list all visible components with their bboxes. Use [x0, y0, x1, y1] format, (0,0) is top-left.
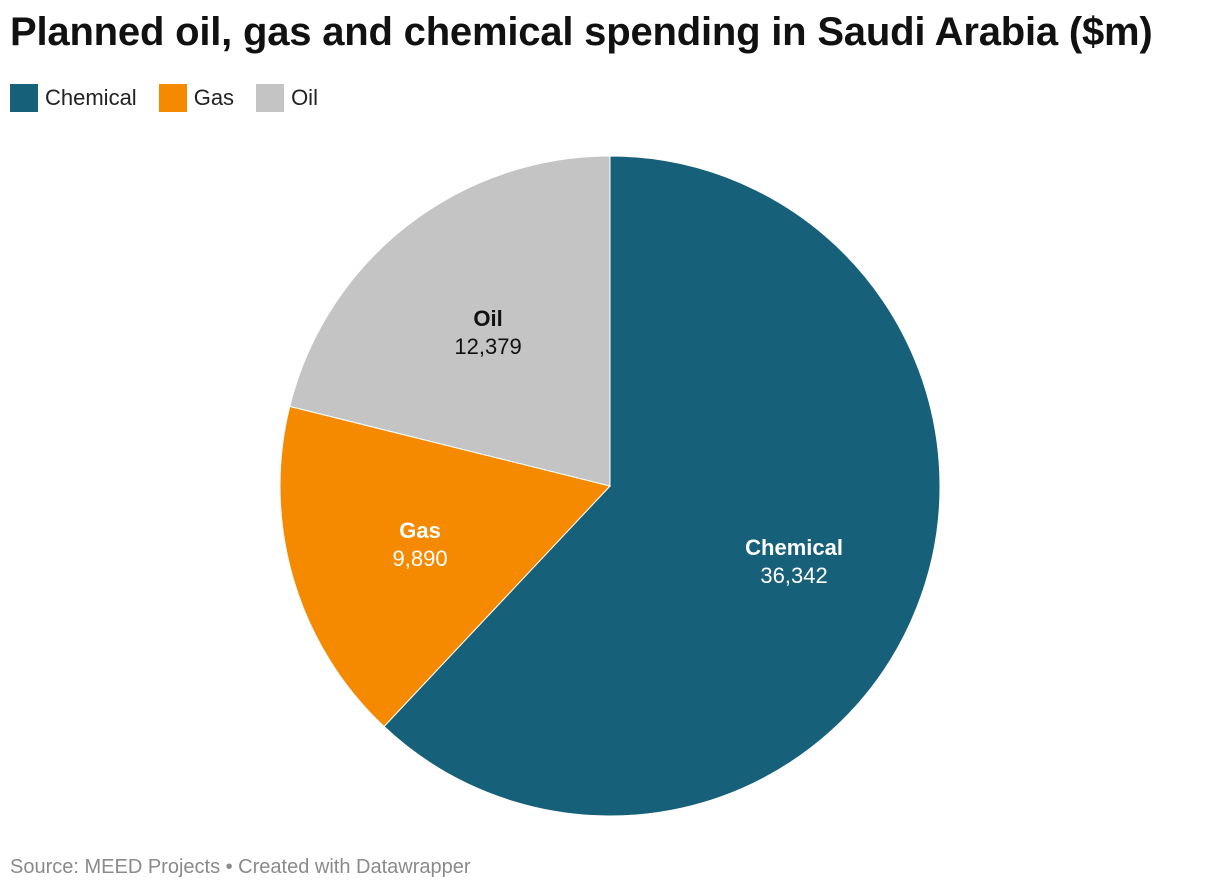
- slice-label-name-chemical: Chemical: [745, 535, 843, 560]
- pie-slices: [279, 155, 941, 817]
- legend-label-oil: Oil: [291, 85, 318, 110]
- legend-swatch-chemical: [10, 84, 38, 112]
- legend-label-gas: Gas: [193, 85, 235, 110]
- chart-title: Planned oil, gas and chemical spending i…: [10, 10, 1153, 54]
- slice-label-value-oil: 12,379: [454, 334, 521, 359]
- legend-item-gas: Gas: [158, 84, 235, 112]
- slice-label-name-gas: Gas: [399, 518, 441, 543]
- legend: Chemical Gas Oil: [10, 84, 340, 112]
- pie-slice-oil: [289, 155, 611, 487]
- pie-labels: Chemical 36,342 Gas 9,890 Oil 12,379: [393, 306, 843, 588]
- legend-label-chemical: Chemical: [45, 85, 137, 110]
- legend-swatch-gas: [158, 84, 187, 112]
- pie-slice-chemical: [383, 155, 941, 817]
- source-note: Source: MEED Projects • Created with Dat…: [10, 856, 471, 878]
- slice-label-name-oil: Oil: [473, 306, 502, 331]
- legend-swatch-oil: [256, 84, 285, 112]
- slice-label-value-chemical: 36,342: [760, 563, 827, 588]
- slice-label-value-gas: 9,890: [393, 546, 448, 571]
- pie-slice-gas: [279, 405, 611, 728]
- legend-item-chemical: Chemical: [10, 84, 137, 112]
- legend-item-oil: Oil: [256, 84, 318, 112]
